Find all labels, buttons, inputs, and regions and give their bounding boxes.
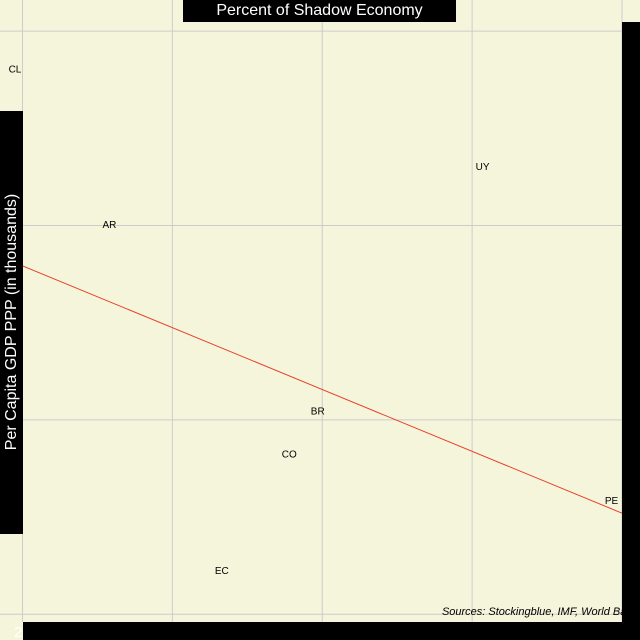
trendline bbox=[0, 256, 623, 514]
data-point-cl: CL bbox=[9, 65, 22, 76]
chart-title: Percent of Shadow Economy bbox=[183, 0, 456, 22]
data-point-ar: AR bbox=[102, 220, 116, 231]
data-point-br: BR bbox=[311, 407, 325, 418]
y-axis-label-box bbox=[0, 111, 23, 534]
x-axis-strip bbox=[23, 622, 640, 640]
y-axis-label: Per Capita GDP PPP (in thousands) bbox=[3, 193, 20, 451]
data-point-pe: PE bbox=[605, 496, 619, 507]
y-axis-strip bbox=[622, 22, 640, 622]
data-point-ec: EC bbox=[215, 566, 229, 577]
data-point-uy: UY bbox=[476, 162, 490, 173]
source-note: Sources: Stockingblue, IMF, World Bank bbox=[441, 606, 638, 618]
data-point-co: CO bbox=[282, 449, 297, 460]
trendline-layer bbox=[0, 256, 623, 514]
